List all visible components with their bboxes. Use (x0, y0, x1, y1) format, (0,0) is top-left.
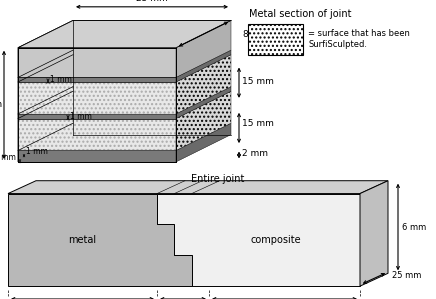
Polygon shape (18, 114, 176, 118)
Polygon shape (8, 181, 388, 193)
Text: Entire joint: Entire joint (191, 174, 245, 184)
Polygon shape (176, 87, 231, 118)
Polygon shape (176, 50, 231, 82)
Text: 15 mm: 15 mm (242, 77, 274, 86)
Text: 15 mm: 15 mm (242, 119, 274, 128)
Text: Metal section of joint: Metal section of joint (249, 9, 351, 19)
Text: metal: metal (68, 235, 96, 245)
Polygon shape (176, 123, 231, 162)
Text: 6 mm: 6 mm (0, 100, 2, 109)
Polygon shape (18, 48, 176, 77)
Polygon shape (18, 118, 176, 150)
Text: 1 mm: 1 mm (0, 153, 16, 162)
Text: 1 mm: 1 mm (26, 147, 48, 156)
Text: 25 mm: 25 mm (392, 271, 421, 280)
Text: 25 mm: 25 mm (136, 0, 168, 3)
Text: 1 mm: 1 mm (50, 75, 72, 84)
Text: 6 mm: 6 mm (402, 222, 426, 231)
Polygon shape (176, 91, 231, 150)
Polygon shape (157, 193, 360, 286)
Polygon shape (18, 20, 73, 162)
Polygon shape (18, 77, 176, 82)
Text: composite: composite (251, 235, 301, 245)
Polygon shape (18, 150, 176, 162)
Polygon shape (176, 55, 231, 114)
Polygon shape (360, 181, 388, 286)
Polygon shape (248, 24, 303, 54)
Text: 85 mm: 85 mm (243, 30, 275, 39)
Text: = surface that has been
SurfiSculpted.: = surface that has been SurfiSculpted. (308, 30, 410, 49)
Polygon shape (176, 20, 231, 77)
Text: 1 mm: 1 mm (70, 112, 92, 121)
Polygon shape (18, 82, 176, 114)
Polygon shape (18, 20, 231, 48)
Polygon shape (8, 193, 192, 286)
Text: 2 mm: 2 mm (242, 149, 268, 158)
